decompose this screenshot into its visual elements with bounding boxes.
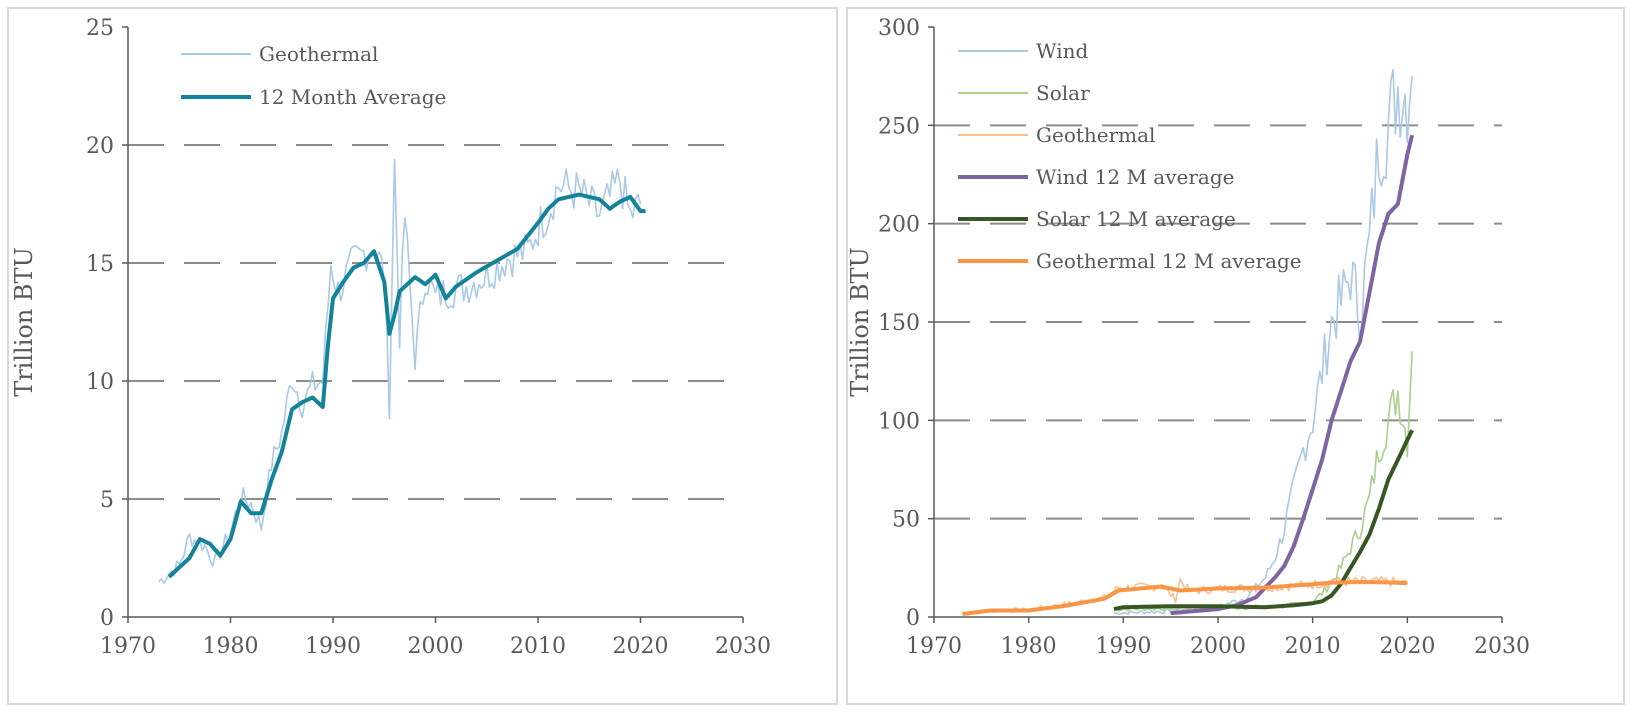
y-tick-label: 300 (878, 16, 920, 41)
y-tick-label: 100 (878, 409, 920, 434)
legend-label: Wind 12 M average (1036, 165, 1234, 189)
x-tick-label: 1990 (305, 634, 361, 659)
y-tick-label: 250 (878, 114, 920, 139)
y-tick-label: 200 (878, 213, 920, 238)
x-tick-label: 2010 (510, 634, 566, 659)
y-tick-label: 50 (892, 508, 920, 533)
legend-label: Solar 12 M average (1036, 207, 1236, 231)
legend-label: Solar (1036, 81, 1090, 105)
x-tick-label: 2020 (613, 634, 669, 659)
series-line-wind-12-m-average (1170, 134, 1415, 616)
x-tick-label: 2020 (1379, 634, 1435, 659)
x-tick-label: 2000 (1190, 634, 1246, 659)
x-tick-label: 2030 (1474, 634, 1530, 659)
y-tick-label: 20 (86, 134, 114, 159)
y-axis-label: Trillion BTU (846, 247, 874, 397)
x-tick-label: 1980 (203, 634, 259, 659)
x-tick-label: 1980 (1001, 634, 1057, 659)
y-tick-label: 25 (86, 16, 114, 41)
series-line-wind (1113, 68, 1413, 616)
series-line-solar-12-m-average (1113, 429, 1414, 612)
renewables-chart: 0 50 100 150 200 250 300 1970 1980 1990 2000 2010 20… (846, 16, 1530, 659)
left-chart-panel: 0 5 10 15 20 25 1970 1980 1990 2000 2010 2020 2030 Tr… (7, 7, 838, 705)
y-tick-label: 150 (878, 311, 920, 336)
y-tick-label: 5 (100, 488, 114, 513)
right-chart-panel: 0 50 100 150 200 250 300 1970 1980 1990 2000 2010 20… (846, 7, 1625, 705)
legend-label: 12 Month Average (259, 85, 446, 109)
y-tick-label: 0 (906, 606, 920, 631)
x-tick-label: 2000 (408, 634, 464, 659)
y-tick-label: 0 (100, 606, 114, 631)
legend-label: Geothermal (259, 42, 378, 66)
x-tick-label: 1970 (906, 634, 962, 659)
series-line-geothermal (158, 159, 642, 585)
y-tick-label: 10 (86, 370, 114, 395)
series-line-geothermal-12-m-average (962, 580, 1408, 616)
x-tick-label: 1970 (100, 634, 156, 659)
x-tick-label: 1990 (1095, 634, 1151, 659)
y-tick-label: 15 (86, 252, 114, 277)
x-tick-label: 2010 (1285, 634, 1341, 659)
geothermal-chart: 0 5 10 15 20 25 1970 1980 1990 2000 2010 2020 2030 Tr… (10, 16, 771, 659)
series-line-12-month-average (167, 192, 646, 579)
x-tick-label: 2030 (715, 634, 771, 659)
legend-label: Geothermal 12 M average (1036, 249, 1302, 273)
legend-label: Geothermal (1036, 123, 1155, 147)
series-line-solar (1113, 351, 1413, 612)
legend-label: Wind (1036, 39, 1088, 63)
y-axis-label: Trillion BTU (10, 247, 38, 397)
